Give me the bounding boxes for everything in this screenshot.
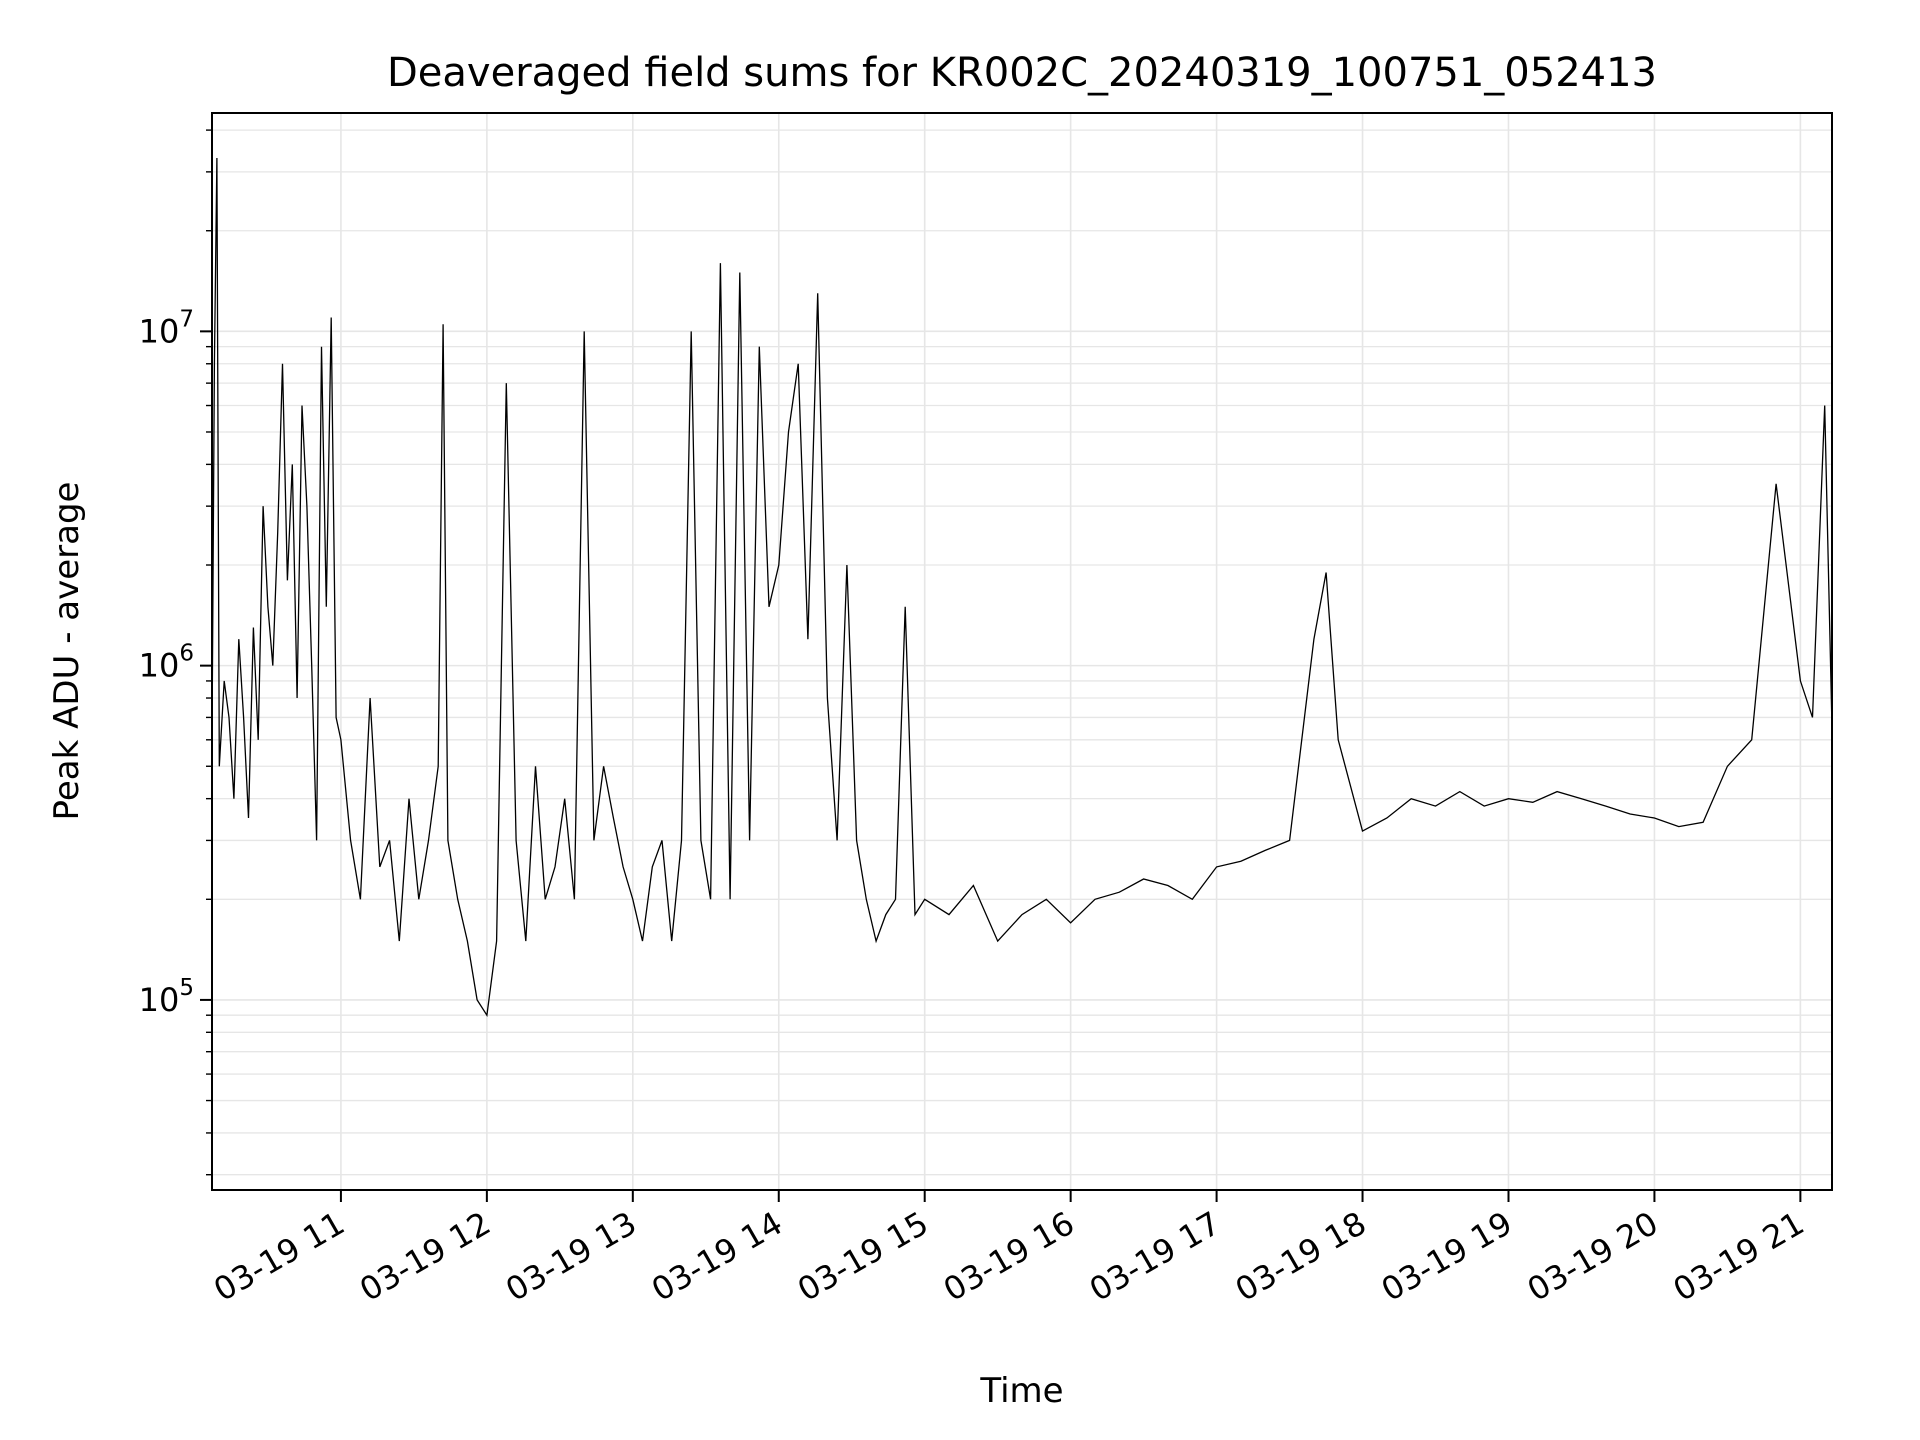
series-line: [211, 157, 1833, 1018]
y-axis-label: Peak ADU - average: [47, 482, 87, 821]
chart-title: Deaveraged field sums for KR002C_2024031…: [387, 50, 1657, 96]
y-tick-label: 105: [139, 975, 194, 1019]
plot-frame: [211, 112, 1833, 1191]
y-tick-label: 106: [139, 641, 194, 685]
grid: [212, 113, 1832, 1190]
x-axis-label: Time: [979, 1371, 1063, 1411]
y-tick-label: 107: [139, 306, 194, 350]
